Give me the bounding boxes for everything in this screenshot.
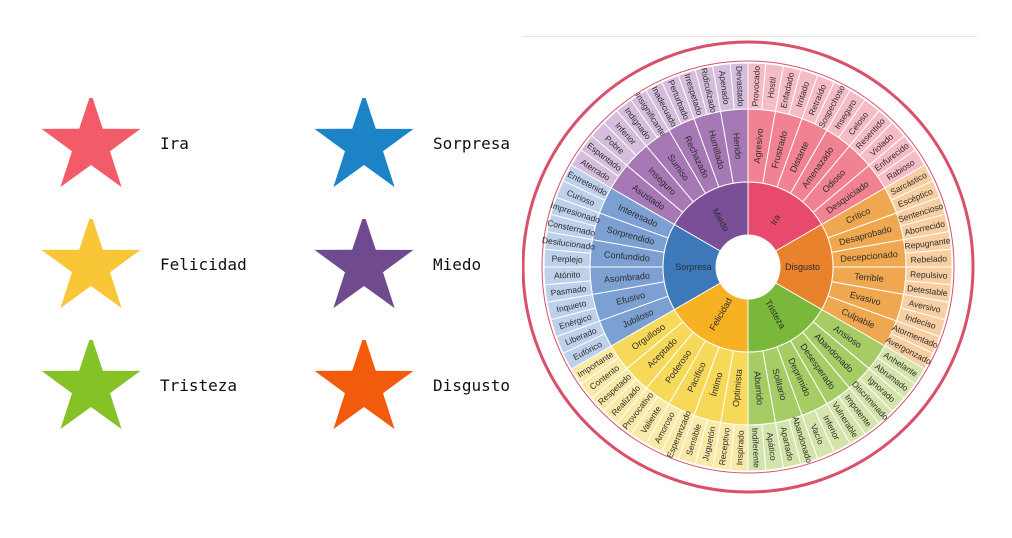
secondary-label: Optimista bbox=[731, 369, 744, 408]
core-label: Disgusto bbox=[785, 262, 820, 272]
tertiary-label: Inspirado bbox=[734, 430, 746, 466]
legend-label: Sorpresa bbox=[433, 133, 511, 153]
divider-line bbox=[522, 36, 977, 37]
secondary-label: Agresivo bbox=[752, 128, 765, 164]
secondary-label: Decepcionado bbox=[840, 249, 898, 264]
tertiary-label: Repulsivo bbox=[910, 269, 948, 281]
tertiary-label: Devastado bbox=[734, 66, 746, 107]
tertiary-label: Perplejo bbox=[551, 253, 583, 264]
star-icon bbox=[41, 340, 141, 430]
star-icon bbox=[41, 98, 141, 188]
core-label: Ira bbox=[768, 213, 782, 227]
star-icon bbox=[314, 219, 414, 309]
emotion-wheel: Ira Agresivo Provocado Hostil Frustrado Enfad… bbox=[521, 36, 977, 498]
tertiary-label: Rebelado bbox=[910, 253, 947, 265]
tertiary-label: Receptivo bbox=[717, 427, 732, 466]
core-label: Sorpresa bbox=[675, 262, 712, 272]
legend-item: Disgusto bbox=[313, 340, 510, 430]
legend-item: Miedo bbox=[313, 219, 481, 309]
wheel-inner-border bbox=[541, 60, 955, 474]
tertiary-label: Atónito bbox=[554, 269, 581, 280]
legend-label: Miedo bbox=[433, 254, 482, 274]
core-segment bbox=[673, 181, 749, 252]
tertiary-segment bbox=[729, 62, 749, 111]
legend-label: Felicidad bbox=[160, 254, 247, 274]
tertiary-label: Provocado bbox=[750, 65, 762, 106]
star-icon bbox=[314, 340, 414, 430]
legend-item: Sorpresa bbox=[313, 98, 510, 188]
star-icon bbox=[314, 98, 414, 188]
secondary-label: Asombrado bbox=[604, 271, 651, 285]
tertiary-label: Indiferente bbox=[750, 428, 762, 469]
secondary-label: Terrible bbox=[854, 271, 884, 284]
legend-label: Disgusto bbox=[433, 375, 511, 395]
tertiary-label: Hostil bbox=[765, 76, 778, 98]
secondary-label: Herido bbox=[731, 132, 743, 159]
tertiary-label: Apenado bbox=[717, 70, 731, 105]
star-icon bbox=[41, 219, 141, 309]
legend-item: Felicidad bbox=[40, 219, 247, 309]
legend-label: Tristeza bbox=[160, 375, 238, 395]
legend-item: Tristeza bbox=[40, 340, 237, 430]
tertiary-label: Apático bbox=[765, 432, 779, 462]
secondary-label: Confundido bbox=[604, 249, 651, 263]
tertiary-label: Pasmado bbox=[550, 283, 587, 298]
legend-label: Ira bbox=[160, 133, 189, 153]
legend-item: Ira bbox=[40, 98, 189, 188]
secondary-label: Aburrido bbox=[752, 371, 765, 406]
